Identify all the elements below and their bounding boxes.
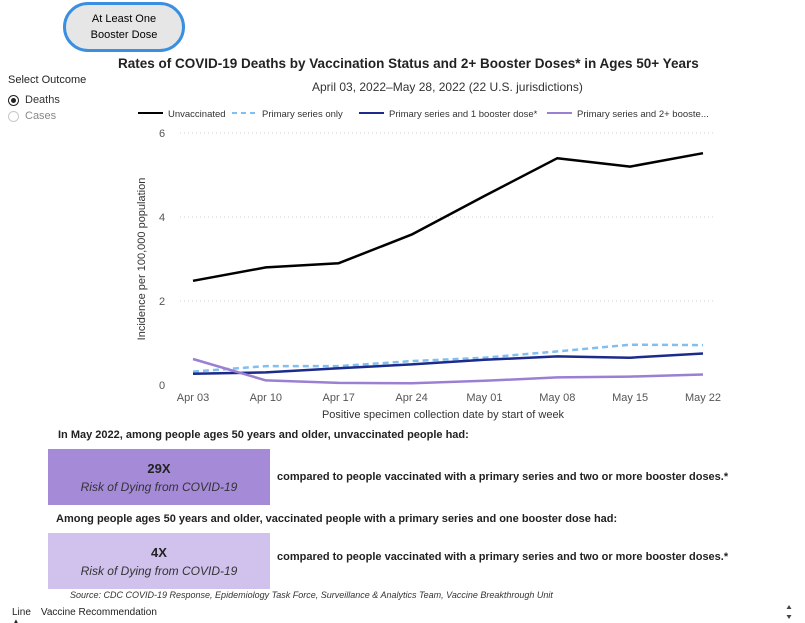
series-line [192,343,704,373]
legend-label: Primary series only [262,109,343,120]
y-tick-label: 2 [159,296,165,308]
x-tick-label: May 22 [685,392,721,404]
tab-line[interactable]: Line [12,607,31,618]
x-tick-label: Apr 03 [177,392,209,404]
y-tick-label: 4 [159,212,165,224]
risk-box-unvaccinated: 29X Risk of Dying from COVID-19 [48,449,270,505]
line-chart: 0 2 4 6 Apr 03 Apr 10 Apr 17 Apr 24 May 01 May 08… [136,109,721,421]
chart-title: Rates of COVID-19 Deaths by Vaccination … [118,56,699,71]
chart-subtitle: April 03, 2022–May 28, 2022 (22 U.S. jur… [312,80,583,94]
booster-toggle-line2: Booster Dose [90,29,158,41]
radio-unchecked-icon [8,110,19,122]
booster-toggle-button[interactable]: At Least One Booster Dose [63,2,185,52]
series-line [192,151,704,283]
legend-label: Primary series and 1 booster dose* [389,109,538,120]
series-line [192,352,704,375]
outcome-option-label: Cases [25,110,57,122]
outcome-option-label: Deaths [25,94,60,106]
outcome-selector: Select Outcome Deaths Cases [8,74,86,124]
compare-text-2: compared to people vaccinated with a pri… [277,551,729,563]
legend-label: Primary series and 2+ booste... [577,109,709,120]
outcome-option-deaths[interactable]: Deaths [8,92,86,108]
risk-box-value: 4X [151,544,167,560]
tab-vaccine-recommendation[interactable]: Vaccine Recommendation [40,607,157,618]
outcome-title: Select Outcome [8,74,87,86]
x-tick-label: Apr 17 [323,392,355,404]
risk-box-one-booster: 4X Risk of Dying from COVID-19 [48,533,270,589]
y-axis-title: Incidence per 100,000 population [136,178,148,341]
y-tick-label: 6 [159,128,165,140]
risk-box-value: 29X [147,460,171,476]
caret-up-icon: ▲ [12,617,20,623]
risk-box-label: Risk of Dying from COVID-19 [80,479,238,494]
x-tick-label: May 15 [612,392,648,404]
compare-text-1: compared to people vaccinated with a pri… [277,471,729,483]
outcome-option-cases[interactable]: Cases [8,108,86,124]
summary-line-1: In May 2022, among people ages 50 years … [58,429,469,441]
source-note: Source: CDC COVID-19 Response, Epidemiol… [70,590,553,600]
series-line [192,357,704,385]
y-tick-label: 0 [159,380,165,392]
radio-checked-icon [8,94,19,106]
summary-line-2: Among people ages 50 years and older, va… [56,513,618,525]
x-axis-title: Positive specimen collection date by sta… [322,409,565,421]
x-tick-label: May 08 [539,392,575,404]
page-tabs: Line Vaccine Recommendation [12,607,157,618]
x-tick-label: Apr 24 [395,392,427,404]
risk-box-label: Risk of Dying from COVID-19 [80,563,238,578]
x-tick-label: Apr 10 [250,392,282,404]
booster-toggle-line1: At Least One [91,13,157,25]
x-tick-label: May 01 [466,392,502,404]
legend-label: Unvaccinated [168,109,226,120]
scroll-arrows-icon[interactable] [786,604,792,620]
